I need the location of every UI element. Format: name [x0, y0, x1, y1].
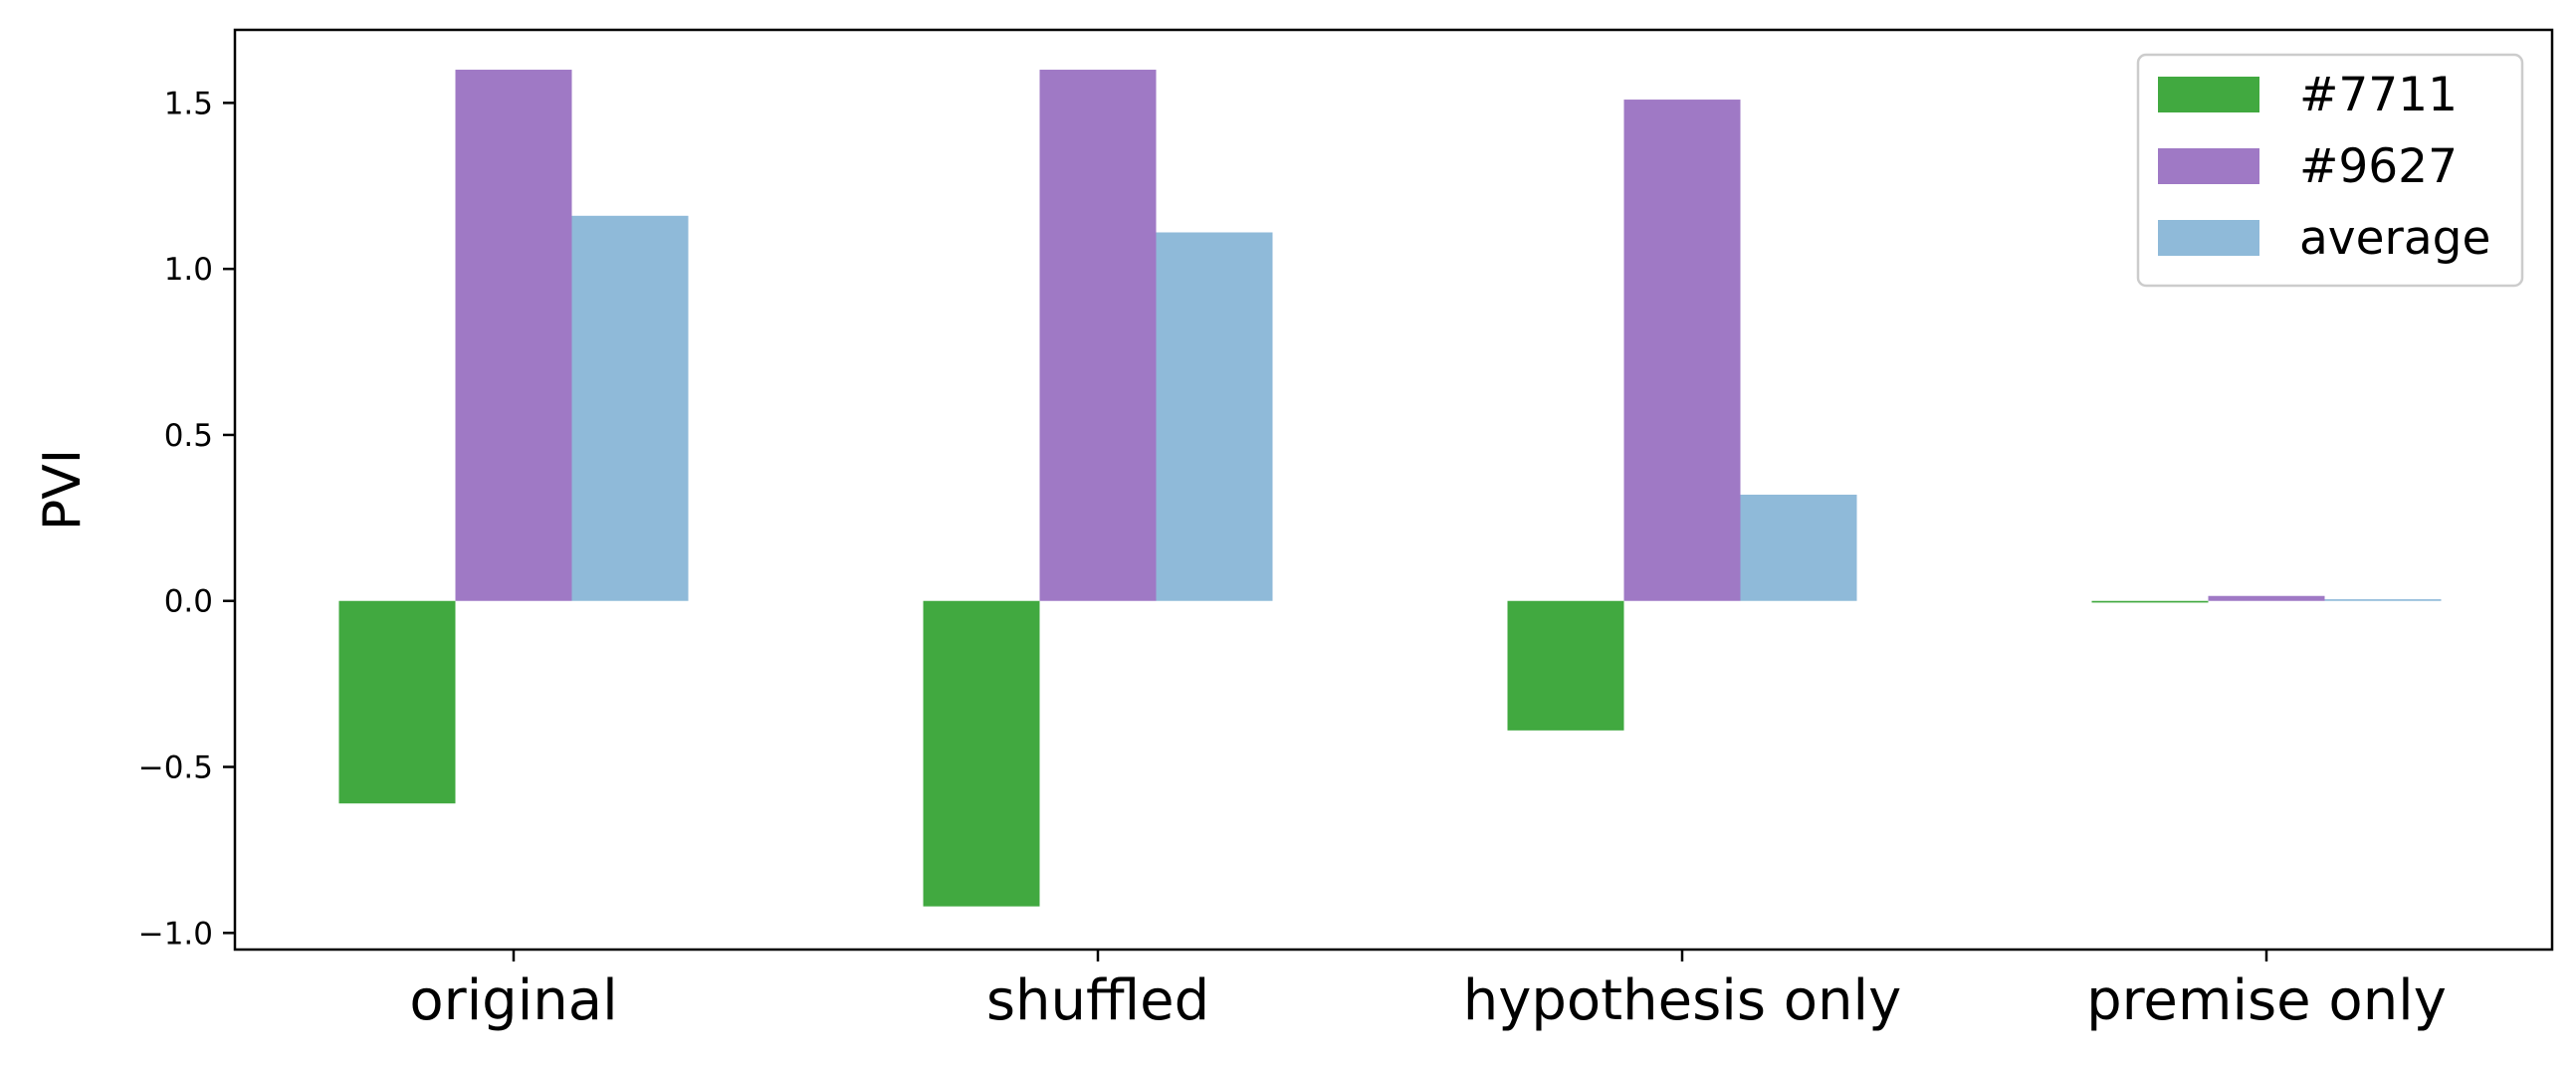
y-tick-label: 0.0 [164, 584, 213, 620]
bar-9627-hypothesis-only [1623, 100, 1741, 601]
bar-9627-original [455, 70, 572, 601]
bar-average-premise-only [2324, 599, 2442, 601]
y-axis-title: PVI [33, 449, 93, 531]
bar-9627-shuffled [1039, 70, 1157, 601]
bar-average-shuffled [1156, 232, 1273, 601]
y-tick-label: 1.5 [164, 86, 213, 121]
legend-swatch [2158, 148, 2259, 184]
y-tick-label: 0.5 [164, 418, 213, 454]
legend-label: average [2299, 211, 2490, 266]
bar-average-original [571, 215, 689, 601]
legend-label: #9627 [2299, 139, 2458, 194]
bar-7711-hypothesis-only [1507, 600, 1624, 731]
bar-7711-shuffled [923, 600, 1040, 907]
y-axis: 1.5 1.0 0.5 0.0 −0.5 −1.0 [138, 86, 235, 952]
bar-9627-premise-only [2208, 595, 2325, 601]
plot-frame [233, 28, 2554, 952]
y-tick-label: −0.5 [138, 750, 213, 786]
x-tick-label: premise only [2086, 968, 2447, 1033]
legend: #7711 #9627 average [2136, 53, 2524, 288]
legend-label: #7711 [2299, 68, 2458, 122]
bar-7711-premise-only [2091, 600, 2209, 603]
x-tick-label: shuffled [986, 968, 1209, 1033]
y-tick-label: −1.0 [138, 916, 213, 952]
bar-7711-original [338, 600, 456, 804]
legend-swatch [2158, 77, 2259, 112]
bars-layer [338, 70, 2442, 907]
bar-average-hypothesis-only [1740, 495, 1857, 601]
x-tick-label: hypothesis only [1463, 968, 1902, 1033]
x-tick-label: original [409, 968, 617, 1033]
y-tick-label: 1.0 [164, 252, 213, 288]
x-axis: original shuffled hypothesis only premise o… [409, 950, 2447, 1033]
legend-swatch [2158, 220, 2259, 256]
